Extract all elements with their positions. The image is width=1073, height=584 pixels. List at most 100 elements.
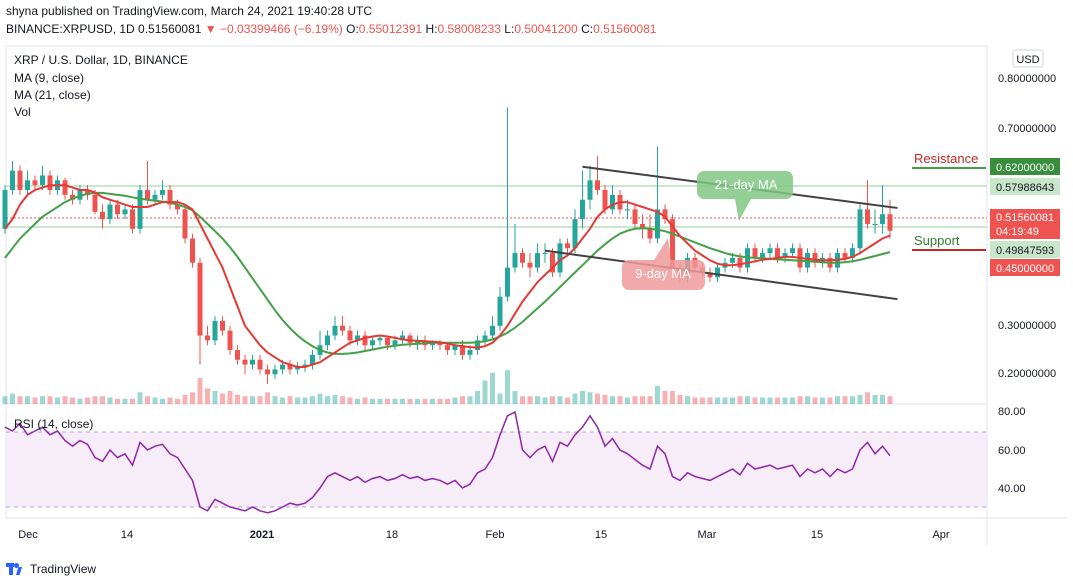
candle-body bbox=[302, 364, 308, 368]
volume-bar bbox=[77, 398, 83, 404]
price-axis[interactable]: 0.80000000 0.70000000 0.30000000 0.20000… bbox=[998, 73, 1056, 380]
candle-body bbox=[437, 342, 443, 346]
volume-bar bbox=[100, 396, 105, 404]
candle-body bbox=[145, 190, 150, 200]
volume-bar bbox=[812, 397, 818, 404]
candle-body bbox=[17, 170, 23, 190]
volume-bar bbox=[587, 392, 593, 404]
volume-bar bbox=[167, 397, 173, 404]
volume-bar bbox=[760, 397, 765, 404]
candle-body bbox=[452, 345, 458, 351]
time-axis[interactable]: Dec 14 2021 18 Feb 15 Mar 15 Apr bbox=[18, 529, 950, 541]
time-tick: 2021 bbox=[250, 529, 274, 541]
price-label-0450: 0.45000000 bbox=[996, 263, 1054, 275]
price-tick: 0.70000000 bbox=[998, 123, 1056, 135]
candle-body bbox=[737, 257, 743, 268]
candle-body bbox=[377, 337, 383, 341]
candle-body bbox=[542, 253, 548, 255]
volume-bar bbox=[602, 394, 608, 404]
price-labels: 0.62000000 0.57988643 0.51560081 04:19:4… bbox=[990, 158, 1060, 276]
candle-body bbox=[752, 248, 758, 258]
candle-body bbox=[505, 267, 510, 297]
volume-bar bbox=[25, 396, 30, 404]
time-tick: Dec bbox=[18, 529, 38, 541]
candle-body bbox=[325, 335, 330, 346]
support-label: Support bbox=[914, 233, 960, 248]
price-label-last: 0.51560081 bbox=[996, 212, 1054, 224]
resistance-label: Resistance bbox=[914, 151, 978, 166]
channel-lower-line[interactable] bbox=[544, 249, 898, 301]
candle-body bbox=[175, 204, 180, 210]
volume-bar bbox=[632, 396, 638, 404]
volume-bar bbox=[250, 396, 255, 404]
volume-bar bbox=[782, 397, 788, 404]
candle-body bbox=[212, 320, 218, 341]
candle-body bbox=[520, 253, 525, 263]
tradingview-logo[interactable]: TradingView bbox=[6, 562, 96, 576]
currency-button[interactable]: USD bbox=[1012, 49, 1044, 68]
candle-body bbox=[47, 175, 53, 190]
ma21-callout[interactable]: 21-day MA bbox=[697, 171, 793, 221]
time-tick: 15 bbox=[811, 529, 823, 541]
volume-bar bbox=[730, 397, 735, 404]
candle-body bbox=[535, 253, 540, 268]
candle-body bbox=[122, 209, 128, 215]
volume-bar bbox=[857, 394, 863, 404]
volume-bar bbox=[460, 396, 465, 404]
candle-body bbox=[647, 228, 653, 239]
currency-button-label: USD bbox=[1016, 54, 1039, 66]
low-value: 0.50041200 bbox=[514, 22, 578, 36]
close-label: C: bbox=[581, 22, 594, 36]
candle-body bbox=[467, 350, 473, 355]
last-price-label-bg bbox=[990, 209, 1060, 239]
ma21-callout-bubble bbox=[697, 171, 793, 221]
volume-bar bbox=[152, 397, 158, 404]
candle-body bbox=[227, 330, 233, 351]
candle-body bbox=[527, 262, 533, 268]
candle-body bbox=[760, 253, 765, 258]
candle-body bbox=[587, 180, 593, 200]
volume-bar bbox=[40, 396, 45, 404]
rsi-line bbox=[4, 410, 891, 514]
legend-rsi: RSI (14, close) bbox=[14, 417, 93, 431]
volume-bar bbox=[677, 394, 683, 404]
rsi-axis[interactable]: 80.00 60.00 40.00 bbox=[998, 406, 1026, 495]
countdown-label: 04:19:49 bbox=[996, 226, 1039, 238]
volume-bar bbox=[197, 378, 203, 404]
volume-bar bbox=[745, 396, 750, 404]
ma9-callout[interactable]: 9-day MA bbox=[622, 238, 705, 290]
price-tick: 0.30000000 bbox=[998, 320, 1056, 332]
candle-body bbox=[610, 194, 615, 210]
candle-body bbox=[400, 335, 405, 341]
candle-body bbox=[445, 345, 450, 351]
candle-body bbox=[640, 223, 645, 229]
candle-body bbox=[707, 272, 713, 278]
volume-bar bbox=[512, 391, 518, 404]
candle-body bbox=[565, 243, 570, 249]
volume-bar bbox=[47, 396, 53, 404]
price-label-0498: 0.49847593 bbox=[996, 245, 1054, 257]
volume-bar bbox=[482, 380, 488, 404]
candle-body bbox=[295, 367, 300, 370]
candle-body bbox=[160, 190, 165, 195]
volume-bar bbox=[257, 396, 263, 404]
volume-bar bbox=[692, 397, 698, 404]
candle-body bbox=[10, 170, 15, 190]
ma9-line bbox=[4, 184, 891, 368]
legend-vol: Vol bbox=[14, 105, 31, 119]
volume-bar bbox=[32, 397, 38, 404]
candle-body bbox=[385, 337, 390, 346]
volume-bar bbox=[340, 396, 345, 404]
volume-bar bbox=[662, 391, 668, 404]
candle-body bbox=[310, 354, 315, 365]
resistance-annotation: Resistance bbox=[912, 151, 986, 169]
time-tick: Mar bbox=[698, 529, 717, 541]
candle-body bbox=[62, 180, 68, 195]
candle-body bbox=[265, 369, 270, 375]
volume-bar bbox=[280, 397, 285, 404]
candle-body bbox=[482, 335, 488, 341]
volume-bar bbox=[737, 396, 743, 404]
volume-bar bbox=[805, 396, 810, 404]
candle-body bbox=[865, 209, 870, 224]
